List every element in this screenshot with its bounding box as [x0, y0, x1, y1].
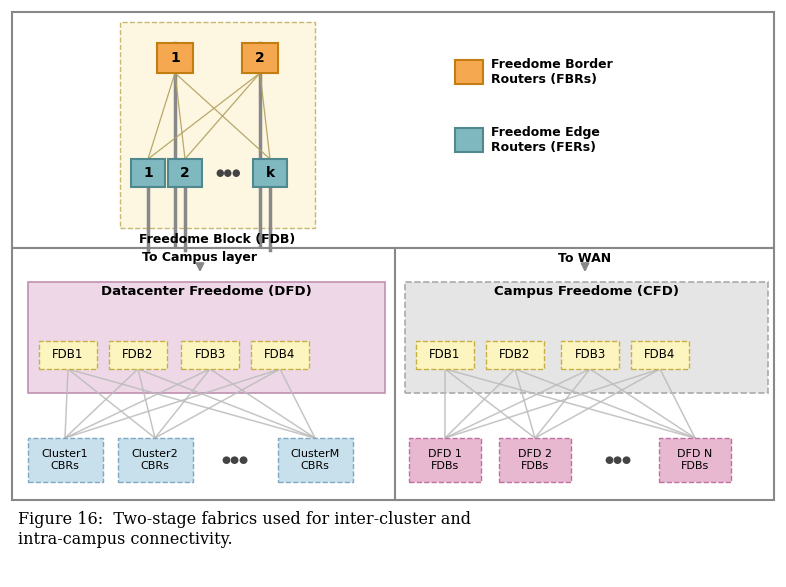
Text: ●●●: ●●●	[215, 168, 241, 178]
FancyBboxPatch shape	[486, 341, 544, 369]
Text: Cluster2
CBRs: Cluster2 CBRs	[131, 449, 178, 471]
Text: k: k	[266, 166, 274, 180]
Text: Campus Freedome (CFD): Campus Freedome (CFD)	[494, 285, 679, 299]
Text: FDB1: FDB1	[53, 349, 83, 362]
Text: ●●●: ●●●	[222, 455, 248, 465]
Text: DFD 2
FDBs: DFD 2 FDBs	[518, 449, 552, 471]
FancyBboxPatch shape	[277, 438, 352, 482]
FancyBboxPatch shape	[416, 341, 474, 369]
Text: Figure 16:  Two-stage fabrics used for inter-cluster and: Figure 16: Two-stage fabrics used for in…	[18, 511, 471, 528]
Text: Freedome Border
Routers (FBRs): Freedome Border Routers (FBRs)	[491, 58, 613, 86]
FancyBboxPatch shape	[499, 438, 571, 482]
Text: Freedome Block (FDB): Freedome Block (FDB)	[139, 234, 296, 247]
Text: intra-campus connectivity.: intra-campus connectivity.	[18, 531, 233, 548]
FancyBboxPatch shape	[409, 438, 481, 482]
Text: Freedome Edge
Routers (FERs): Freedome Edge Routers (FERs)	[491, 126, 600, 154]
Text: FDB2: FDB2	[499, 349, 531, 362]
Text: 1: 1	[143, 166, 152, 180]
FancyBboxPatch shape	[631, 341, 689, 369]
Text: Datacenter Freedome (DFD): Datacenter Freedome (DFD)	[101, 285, 312, 299]
Text: DFD 1
FDBs: DFD 1 FDBs	[428, 449, 462, 471]
FancyBboxPatch shape	[659, 438, 731, 482]
Text: To Campus layer: To Campus layer	[142, 251, 258, 265]
FancyBboxPatch shape	[117, 438, 193, 482]
Text: 2: 2	[255, 51, 265, 65]
FancyBboxPatch shape	[109, 341, 167, 369]
FancyBboxPatch shape	[131, 159, 165, 187]
FancyBboxPatch shape	[455, 128, 483, 152]
FancyBboxPatch shape	[12, 248, 774, 500]
Text: 2: 2	[180, 166, 190, 180]
FancyBboxPatch shape	[251, 341, 309, 369]
Text: Cluster1
CBRs: Cluster1 CBRs	[42, 449, 88, 471]
FancyBboxPatch shape	[242, 43, 278, 73]
Text: FDB3: FDB3	[194, 349, 226, 362]
Text: ●●●: ●●●	[604, 455, 631, 465]
FancyBboxPatch shape	[168, 159, 202, 187]
FancyBboxPatch shape	[455, 60, 483, 84]
FancyBboxPatch shape	[12, 12, 774, 248]
Text: To WAN: To WAN	[558, 251, 612, 265]
FancyBboxPatch shape	[157, 43, 193, 73]
Text: ClusterM
CBRs: ClusterM CBRs	[290, 449, 340, 471]
Text: FDB4: FDB4	[264, 349, 296, 362]
FancyBboxPatch shape	[561, 341, 619, 369]
Text: DFD N
FDBs: DFD N FDBs	[678, 449, 713, 471]
FancyBboxPatch shape	[405, 282, 768, 393]
Text: FDB3: FDB3	[575, 349, 606, 362]
Text: FDB4: FDB4	[645, 349, 676, 362]
FancyBboxPatch shape	[39, 341, 97, 369]
FancyBboxPatch shape	[120, 22, 315, 228]
Text: FDB1: FDB1	[429, 349, 461, 362]
Text: 1: 1	[170, 51, 180, 65]
FancyBboxPatch shape	[253, 159, 287, 187]
FancyBboxPatch shape	[28, 438, 102, 482]
FancyBboxPatch shape	[181, 341, 239, 369]
FancyBboxPatch shape	[28, 282, 385, 393]
Text: FDB2: FDB2	[123, 349, 154, 362]
